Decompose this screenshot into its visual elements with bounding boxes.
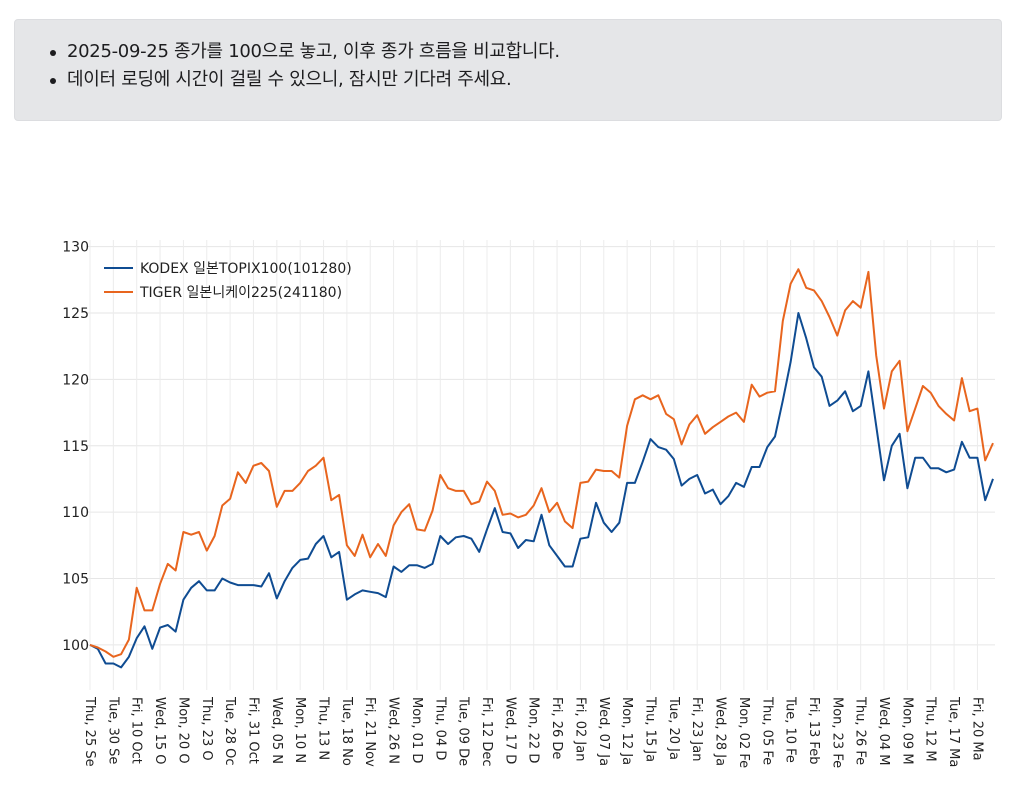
x-tick-label: Fri, 31 Oct [245, 697, 260, 764]
y-tick-label: 120 [62, 372, 89, 388]
x-tick-label: Tue, 28 Oc [222, 696, 237, 766]
x-tick-label: Thu, 12 M [923, 696, 938, 762]
x-tick-label: Tue, 09 De [456, 696, 471, 766]
y-axis: 100 105 110 115 120 125 130 [62, 240, 89, 654]
x-tick-label: Tue, 20 Ja [666, 696, 681, 760]
notice-box: 2025-09-25 종가를 100으로 놓고, 이후 종가 흐름을 비교합니다… [14, 19, 1002, 121]
series-line-tiger[interactable] [89, 268, 994, 658]
x-tick-label: Wed, 28 Ja [713, 697, 728, 766]
x-tick-label: Fri, 23 Jan [689, 697, 704, 761]
notice-item-text: 2025-09-25 종가를 100으로 놓고, 이후 종가 흐름을 비교합니다… [67, 41, 560, 62]
bullet-icon [50, 50, 56, 56]
notice-list: 2025-09-25 종가를 100으로 놓고, 이후 종가 흐름을 비교합니다… [15, 20, 1001, 94]
x-tick-label: Thu, 15 Ja [642, 696, 657, 762]
y-tick-label: 130 [62, 240, 89, 256]
x-tick-label: Wed, 07 Ja [596, 697, 611, 766]
x-tick-label: Mon, 20 O [175, 697, 190, 764]
x-tick-label: Fri, 13 Feb [806, 697, 821, 764]
y-tick-label: 100 [62, 638, 89, 654]
x-tick-label: Tue, 30 Se [105, 696, 120, 764]
y-tick-label: 110 [62, 505, 89, 521]
x-tick-label: Mon, 12 Ja [619, 697, 634, 765]
x-tick-label: Thu, 25 Se [82, 696, 97, 767]
x-tick-label: Wed, 04 M [876, 697, 891, 766]
bullet-icon [50, 78, 56, 84]
series-line-kodex[interactable] [89, 312, 994, 669]
series-lines [89, 268, 994, 669]
x-tick-label: Mon, 10 N [292, 697, 307, 763]
legend[interactable]: KODEX 일본TOPIX100(101280) TIGER 일본니케이225(… [104, 261, 352, 301]
legend-label-kodex[interactable]: KODEX 일본TOPIX100(101280) [140, 261, 352, 277]
x-tick-label: Fri, 21 Nov [362, 697, 377, 767]
legend-label-tiger[interactable]: TIGER 일본니케이225(241180) [139, 285, 342, 301]
notice-item-text: 데이터 로딩에 시간이 걸릴 수 있으니, 잠시만 기다려 주세요. [67, 69, 512, 90]
x-tick-label: Mon, 02 Fe [736, 697, 751, 768]
grid [86, 240, 995, 690]
x-tick-label: Fri, 26 De [549, 697, 564, 759]
x-tick-label: Thu, 13 N [316, 696, 331, 760]
notice-item: 2025-09-25 종가를 100으로 놓고, 이후 종가 흐름을 비교합니다… [50, 38, 1001, 66]
x-tick-label: Wed, 05 N [269, 697, 284, 764]
x-tick-label: Thu, 04 D [432, 696, 447, 760]
x-tick-label: Mon, 09 M [899, 697, 914, 765]
x-tick-label: Fri, 12 Dec [479, 697, 494, 767]
x-tick-label: Thu, 05 Fe [759, 696, 774, 765]
x-tick-label: Mon, 22 D [526, 697, 541, 763]
x-axis: Thu, 25 Se Tue, 30 Se Fri, 10 Oct Wed, 15 O… [82, 696, 984, 768]
x-tick-label: Fri, 02 Jan [572, 697, 587, 761]
x-tick-label: Fri, 20 Ma [969, 697, 984, 761]
x-tick-label: Thu, 26 Fe [853, 696, 868, 765]
notice-item: 데이터 로딩에 시간이 걸릴 수 있으니, 잠시만 기다려 주세요. [50, 66, 1001, 94]
x-tick-label: Tue, 17 Ma [946, 696, 961, 767]
x-tick-label: Tue, 10 Fe [783, 696, 798, 763]
y-tick-label: 125 [62, 306, 89, 322]
x-tick-label: Thu, 23 O [199, 696, 214, 761]
x-tick-label: Mon, 23 Fe [829, 697, 844, 768]
x-tick-label: Tue, 18 No [339, 696, 354, 766]
x-tick-label: Fri, 10 Oct [129, 697, 144, 764]
x-tick-label: Mon, 01 D [409, 697, 424, 763]
x-tick-label: Wed, 15 O [152, 697, 167, 765]
x-tick-label: Wed, 17 D [502, 697, 517, 764]
x-tick-label: Wed, 26 N [386, 697, 401, 764]
y-tick-label: 105 [62, 571, 89, 587]
y-tick-label: 115 [62, 439, 89, 455]
